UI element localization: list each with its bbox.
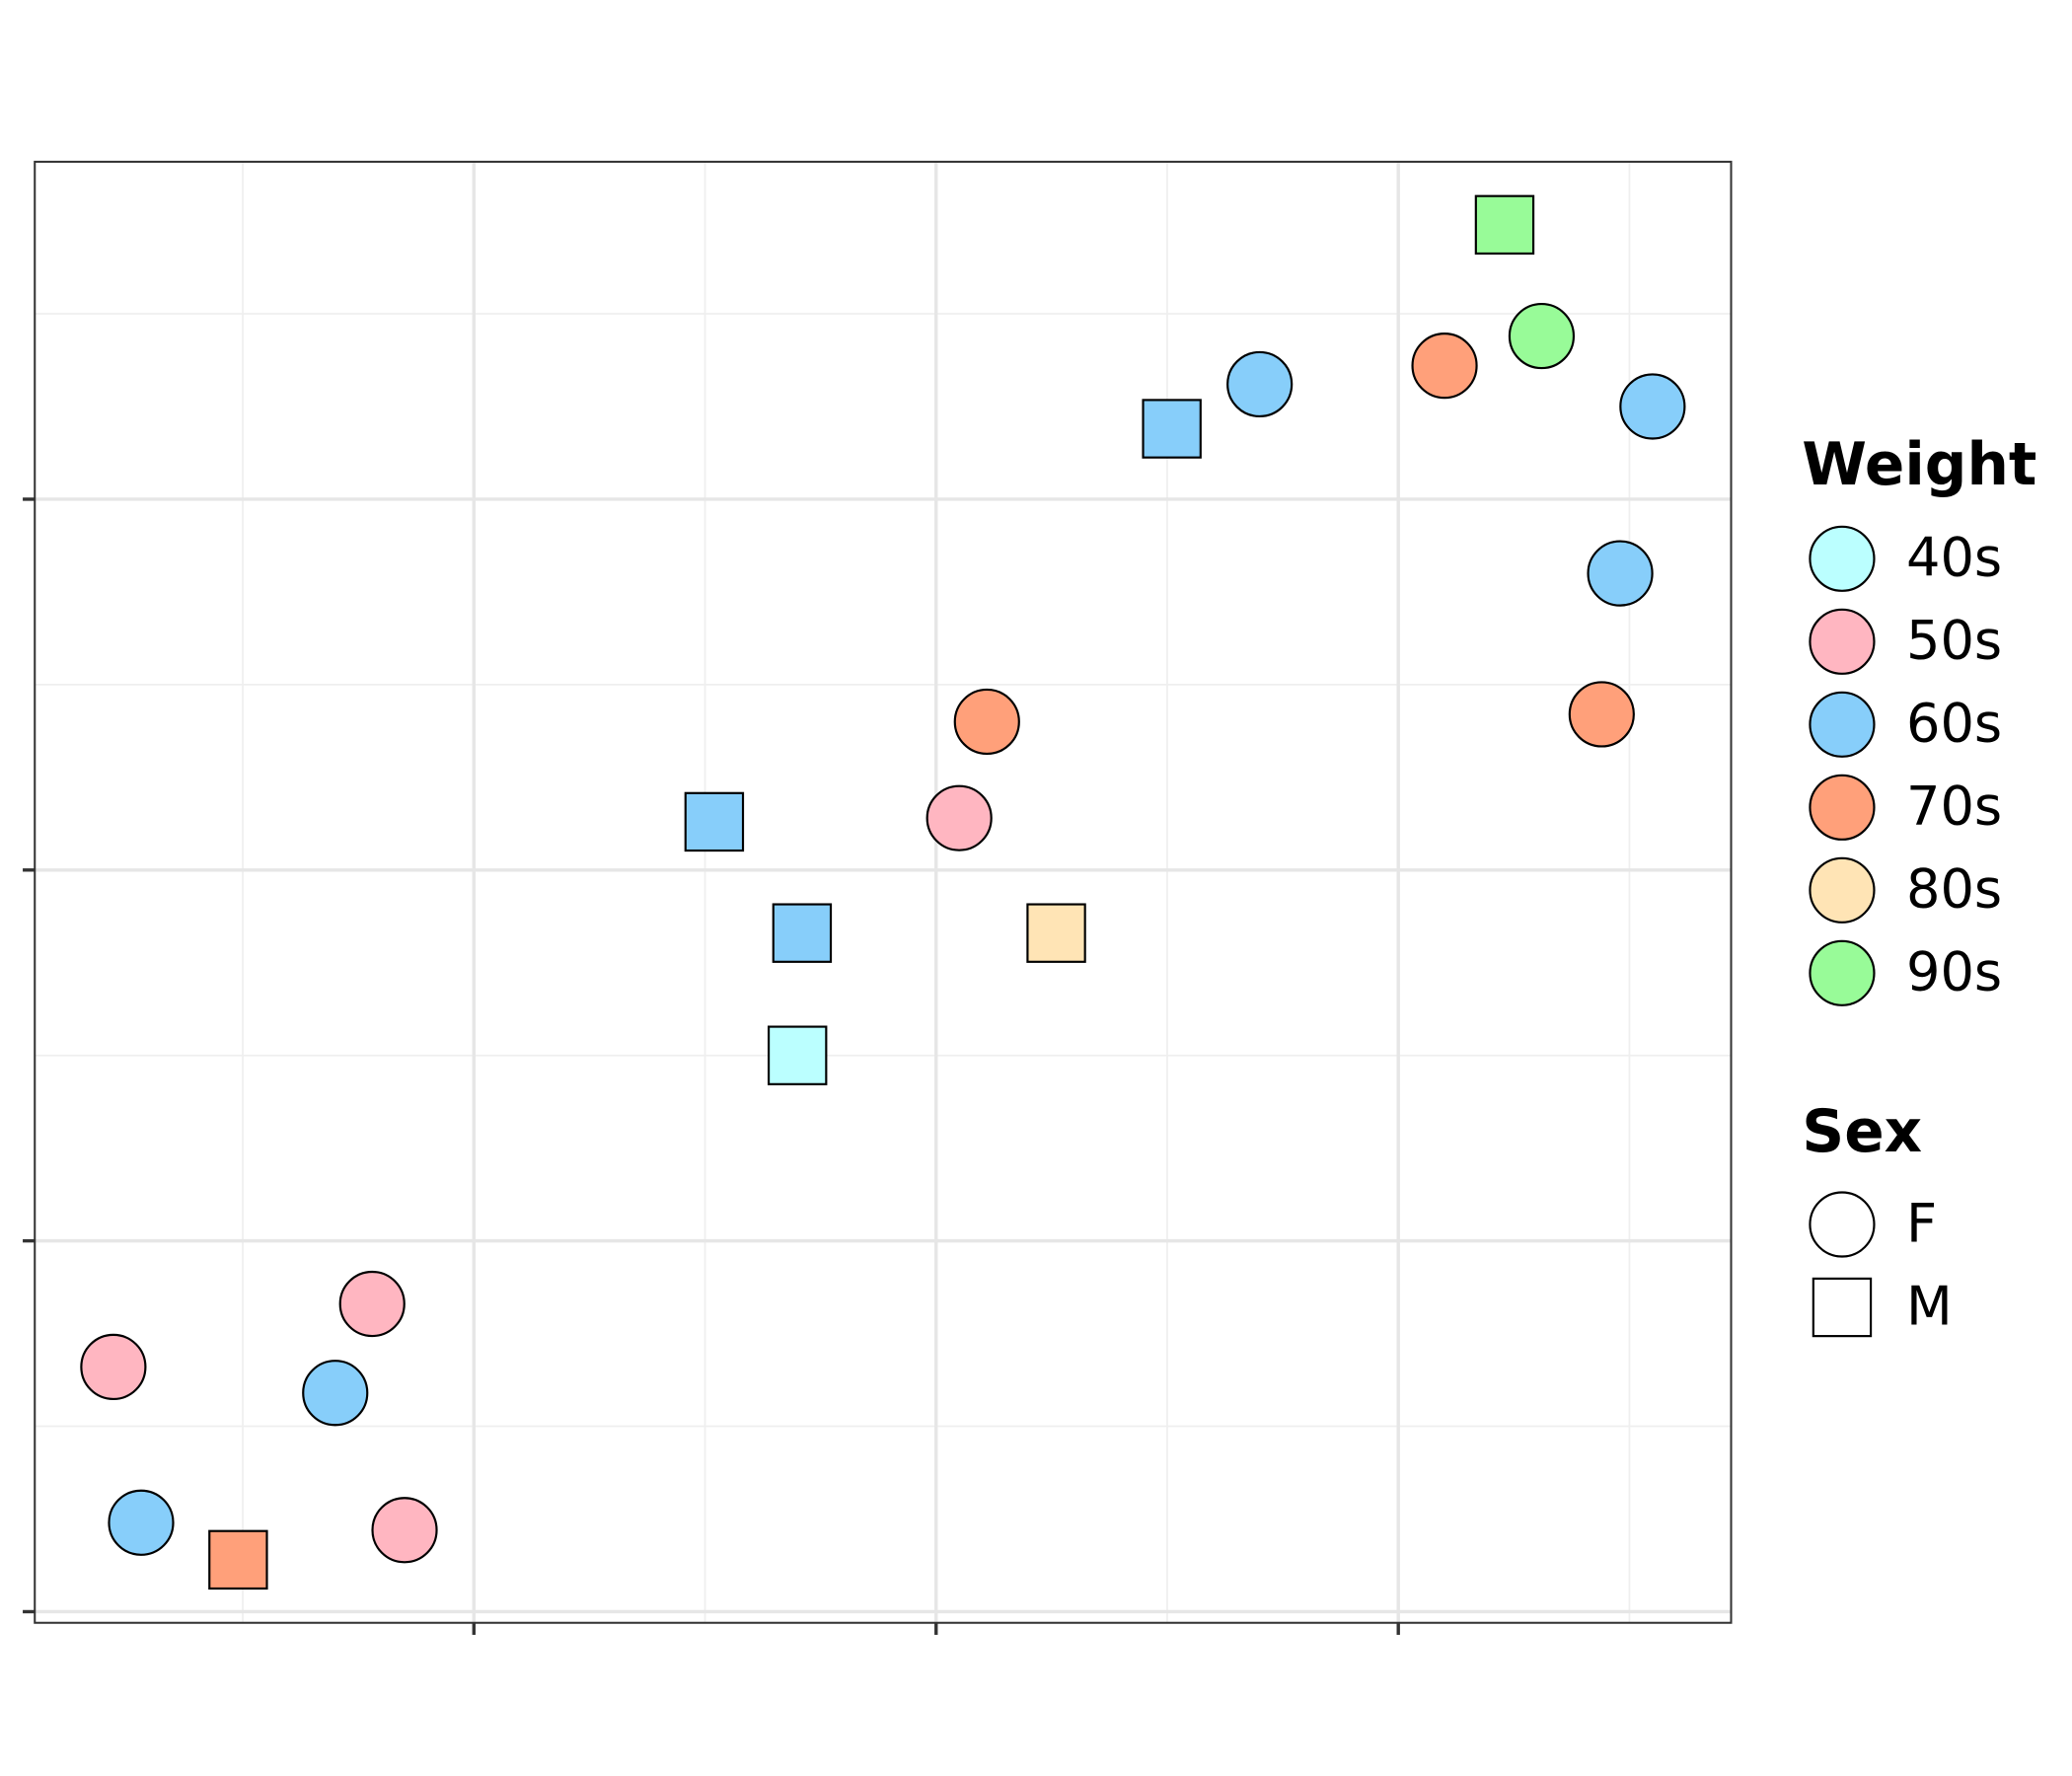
- legend-label: M: [1906, 1275, 1953, 1337]
- legend-title: Sex: [1802, 1098, 1922, 1166]
- legend-key: [1809, 525, 1876, 592]
- point: [1411, 333, 1478, 400]
- legend-label: 90s: [1906, 941, 2002, 1003]
- legend-key: [1809, 774, 1876, 841]
- panel-border: [34, 160, 1733, 1624]
- legend-key: [1809, 856, 1876, 924]
- points: [80, 194, 1686, 1591]
- point: [772, 903, 833, 963]
- point: [302, 1360, 369, 1427]
- point: [767, 1025, 828, 1085]
- legend-key: [1809, 939, 1876, 1006]
- point: [1508, 302, 1576, 370]
- grid: [35, 161, 1732, 1623]
- legend-key: [1809, 691, 1876, 758]
- legend-label: 50s: [1906, 610, 2002, 672]
- point: [1226, 350, 1294, 418]
- legend-title: Weight: [1802, 431, 2036, 499]
- legend: Weight 40s 50s 60s 70s 80s 90s Sex FM: [1802, 431, 2036, 1338]
- point: [80, 1333, 147, 1401]
- point: [1568, 681, 1635, 748]
- point: [1587, 540, 1654, 607]
- legend-label: F: [1906, 1192, 1937, 1254]
- legend-label: 60s: [1906, 693, 2002, 755]
- point: [1474, 194, 1535, 256]
- point: [1619, 373, 1686, 440]
- point: [108, 1489, 175, 1556]
- point: [1026, 903, 1086, 963]
- legend-label: 70s: [1906, 776, 2002, 838]
- point: [1142, 399, 1202, 459]
- legend-key: [1812, 1277, 1873, 1338]
- point: [925, 784, 993, 851]
- legend-label: 80s: [1906, 858, 2002, 921]
- legend-key: [1809, 1191, 1876, 1258]
- legend-label: 40s: [1906, 527, 2002, 589]
- point: [684, 791, 745, 852]
- point: [371, 1497, 438, 1564]
- legend-key: [1809, 608, 1876, 675]
- point: [208, 1529, 268, 1591]
- point: [953, 688, 1020, 756]
- point: [338, 1270, 406, 1338]
